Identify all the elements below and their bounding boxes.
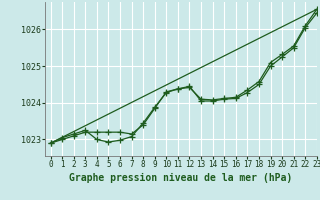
X-axis label: Graphe pression niveau de la mer (hPa): Graphe pression niveau de la mer (hPa) bbox=[69, 173, 292, 183]
